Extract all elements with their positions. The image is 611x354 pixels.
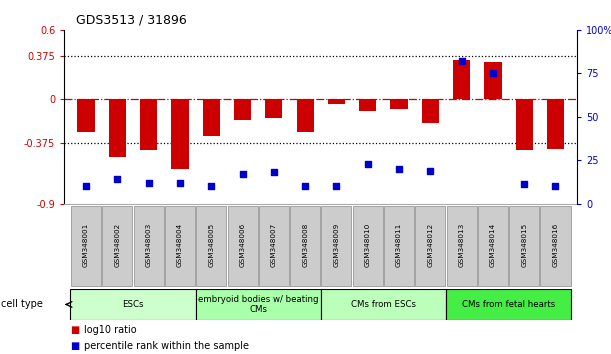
Text: cell type: cell type (1, 299, 43, 309)
Text: GSM348005: GSM348005 (208, 222, 214, 267)
Bar (516, 99, 533, 150)
Text: GSM348012: GSM348012 (427, 222, 433, 267)
Bar (478, 206, 508, 286)
Text: percentile rank within the sample: percentile rank within the sample (84, 341, 249, 350)
Bar (290, 206, 320, 286)
Bar (134, 206, 164, 286)
Point (425, 168, 435, 173)
Text: GSM348006: GSM348006 (240, 222, 246, 267)
Bar (171, 99, 189, 169)
Bar (422, 99, 439, 122)
Bar (196, 289, 321, 320)
Text: GSM348010: GSM348010 (365, 222, 371, 267)
Point (269, 170, 279, 175)
Bar (328, 99, 345, 104)
Bar (70, 289, 196, 320)
Point (551, 183, 560, 189)
Text: log10 ratio: log10 ratio (84, 325, 136, 336)
Text: GSM348004: GSM348004 (177, 222, 183, 267)
Bar (384, 206, 414, 286)
Bar (78, 99, 95, 132)
Bar (321, 206, 351, 286)
Text: GSM348015: GSM348015 (521, 222, 527, 267)
Bar (359, 99, 376, 111)
Text: GSM348008: GSM348008 (302, 222, 308, 267)
Text: GSM348002: GSM348002 (114, 222, 120, 267)
Bar (140, 99, 157, 150)
Point (144, 180, 153, 185)
Bar (102, 206, 133, 286)
Bar (259, 206, 289, 286)
Text: CMs from ESCs: CMs from ESCs (351, 300, 416, 309)
Text: ESCs: ESCs (122, 300, 144, 309)
Text: GSM348007: GSM348007 (271, 222, 277, 267)
Text: GSM348013: GSM348013 (459, 222, 464, 267)
Bar (234, 99, 251, 120)
Text: GSM348003: GSM348003 (145, 222, 152, 267)
Bar (547, 99, 564, 149)
Bar (446, 289, 571, 320)
Point (238, 171, 247, 177)
Point (175, 180, 185, 185)
Bar (203, 99, 220, 137)
Point (456, 58, 466, 64)
Bar (296, 99, 313, 132)
Bar (541, 206, 571, 286)
Bar (509, 206, 540, 286)
Text: ■: ■ (70, 325, 79, 336)
Bar (109, 99, 126, 157)
Point (81, 183, 91, 189)
Text: GSM348001: GSM348001 (83, 222, 89, 267)
Point (488, 70, 498, 76)
Text: ■: ■ (70, 341, 79, 350)
Point (332, 183, 342, 189)
Point (394, 166, 404, 172)
Text: CMs from fetal hearts: CMs from fetal hearts (462, 300, 555, 309)
Bar (353, 206, 382, 286)
Bar (453, 60, 470, 99)
Bar (265, 99, 282, 118)
Point (300, 183, 310, 189)
Bar (196, 206, 226, 286)
Text: GSM348014: GSM348014 (490, 222, 496, 267)
Bar (227, 206, 258, 286)
Text: GSM348009: GSM348009 (334, 222, 340, 267)
Point (363, 161, 373, 166)
Text: GSM348016: GSM348016 (552, 222, 558, 267)
Text: embryoid bodies w/ beating
CMs: embryoid bodies w/ beating CMs (198, 295, 318, 314)
Bar (321, 289, 446, 320)
Bar (415, 206, 445, 286)
Point (519, 182, 529, 187)
Bar (447, 206, 477, 286)
Bar (485, 62, 502, 99)
Point (207, 183, 216, 189)
Point (112, 176, 122, 182)
Text: GSM348011: GSM348011 (396, 222, 402, 267)
Bar (165, 206, 195, 286)
Bar (390, 99, 408, 109)
Text: GDS3513 / 31896: GDS3513 / 31896 (76, 13, 187, 27)
Bar (71, 206, 101, 286)
